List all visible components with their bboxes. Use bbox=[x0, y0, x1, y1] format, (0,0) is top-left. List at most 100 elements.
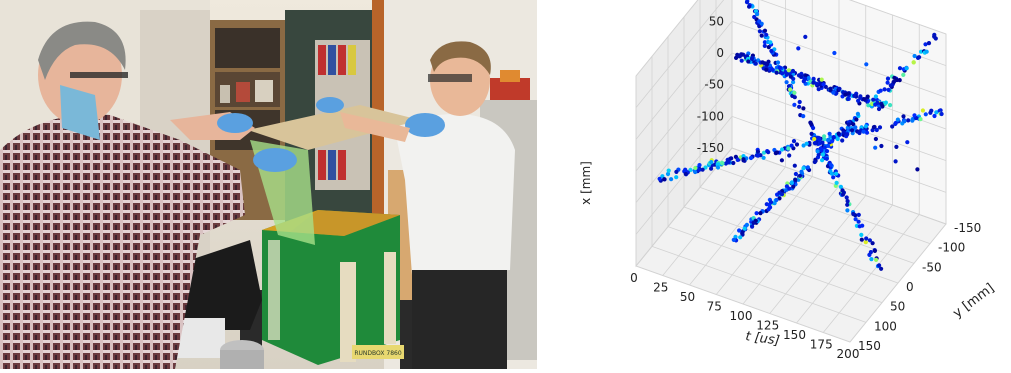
data-point bbox=[737, 54, 742, 59]
data-point bbox=[803, 34, 808, 40]
data-point bbox=[755, 12, 760, 17]
grid-line-x bbox=[731, 115, 947, 193]
data-point bbox=[885, 76, 891, 81]
data-point bbox=[846, 122, 851, 127]
data-point bbox=[811, 80, 816, 85]
data-point bbox=[819, 77, 824, 82]
grid-line-x bbox=[731, 84, 947, 162]
data-point bbox=[766, 207, 771, 212]
data-point bbox=[739, 58, 744, 63]
data-point bbox=[824, 149, 830, 154]
x-tick-label: 125 bbox=[756, 319, 779, 333]
data-point bbox=[820, 140, 825, 145]
data-point bbox=[750, 224, 755, 229]
data-point bbox=[729, 156, 734, 161]
grid-line-x bbox=[731, 147, 947, 225]
data-point bbox=[878, 88, 883, 93]
grid-line-x bbox=[635, 52, 733, 172]
data-point bbox=[873, 136, 878, 142]
data-point bbox=[873, 94, 878, 99]
data-point bbox=[870, 241, 875, 246]
grid-line-x bbox=[635, 21, 733, 140]
data-point bbox=[917, 55, 922, 60]
data-point bbox=[894, 144, 899, 149]
data-point bbox=[791, 80, 796, 85]
y-tick-label: -150 bbox=[954, 221, 981, 235]
x-axis-label: t [us] bbox=[744, 329, 780, 349]
data-point bbox=[754, 211, 759, 216]
data-point bbox=[923, 112, 928, 117]
data-point bbox=[758, 211, 763, 216]
data-point bbox=[812, 136, 817, 142]
data-point bbox=[893, 120, 898, 125]
data-point bbox=[766, 150, 771, 155]
data-point bbox=[657, 176, 662, 181]
data-point bbox=[877, 263, 882, 268]
data-point bbox=[902, 119, 907, 124]
lab-photo-illustration: RUNDBOX 7860 bbox=[0, 0, 537, 369]
data-point bbox=[762, 43, 767, 49]
grid-line-y bbox=[699, 186, 915, 264]
data-point bbox=[856, 98, 861, 103]
data-point bbox=[792, 102, 797, 107]
x-tick-label: 100 bbox=[730, 309, 753, 323]
data-point bbox=[780, 147, 785, 152]
data-point bbox=[939, 111, 944, 117]
data-point bbox=[757, 19, 762, 24]
data-point bbox=[809, 121, 814, 127]
data-point bbox=[741, 157, 746, 162]
data-point bbox=[811, 125, 816, 131]
data-point bbox=[901, 114, 906, 119]
data-point bbox=[742, 226, 747, 231]
grid-line-x bbox=[635, 84, 733, 203]
grid-line-y bbox=[651, 245, 867, 323]
data-point bbox=[845, 96, 850, 102]
data-point bbox=[753, 61, 758, 66]
data-point bbox=[777, 190, 782, 195]
data-point bbox=[779, 158, 784, 163]
data-point bbox=[897, 78, 902, 83]
data-point bbox=[849, 128, 855, 133]
data-point bbox=[934, 110, 939, 115]
data-point bbox=[812, 141, 817, 146]
data-point bbox=[772, 201, 777, 206]
grid-line-x bbox=[759, 0, 947, 67]
data-point bbox=[770, 67, 775, 72]
data-point bbox=[746, 59, 751, 64]
data-point bbox=[851, 122, 856, 127]
data-point bbox=[731, 237, 736, 242]
data-point bbox=[871, 97, 876, 102]
data-point bbox=[897, 66, 903, 71]
data-point bbox=[892, 75, 897, 80]
data-point bbox=[768, 40, 773, 45]
data-point bbox=[784, 72, 789, 77]
data-point bbox=[854, 117, 859, 122]
data-point bbox=[797, 104, 802, 109]
data-point bbox=[759, 33, 764, 38]
data-point bbox=[744, 222, 749, 227]
data-point bbox=[836, 131, 841, 136]
data-point bbox=[787, 186, 792, 191]
data-point bbox=[876, 106, 882, 112]
y-tick-label: 50 bbox=[890, 300, 905, 314]
scatter3d-chart: 0255075100125150175200-150-100-500501001… bbox=[579, 0, 997, 361]
data-point bbox=[910, 118, 915, 123]
data-point bbox=[858, 95, 863, 100]
data-point bbox=[797, 99, 802, 105]
data-point bbox=[786, 68, 791, 73]
data-point bbox=[827, 131, 832, 136]
data-point bbox=[801, 143, 806, 148]
data-point bbox=[814, 81, 819, 86]
data-point bbox=[741, 154, 746, 159]
data-point bbox=[793, 177, 798, 182]
data-point bbox=[891, 79, 897, 84]
data-point bbox=[856, 219, 861, 224]
data-point bbox=[841, 130, 846, 135]
grid-line-x bbox=[635, 0, 725, 108]
x-tick-label: 150 bbox=[783, 328, 806, 342]
data-point bbox=[792, 163, 797, 168]
data-point bbox=[834, 180, 839, 185]
data-point bbox=[932, 34, 937, 39]
data-point bbox=[764, 67, 769, 72]
data-point bbox=[806, 76, 811, 81]
